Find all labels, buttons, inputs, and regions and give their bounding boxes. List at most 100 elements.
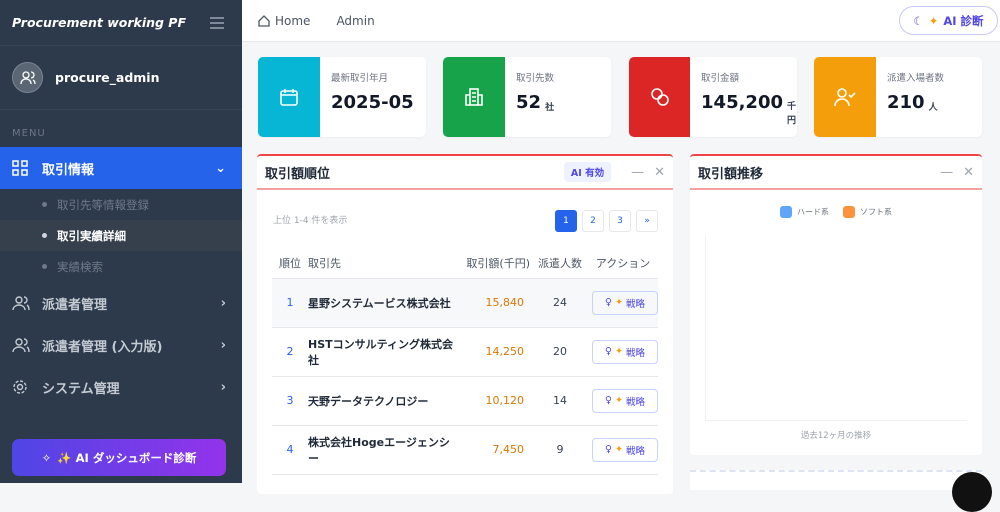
legend-item[interactable]: ハード系	[780, 206, 829, 218]
ai-enabled-badge: AI 有効	[563, 162, 612, 182]
strategy-button[interactable]: ♀ ✦ 戦略	[592, 290, 658, 315]
minimize-icon[interactable]: —	[631, 164, 645, 180]
amount: 14,250	[458, 327, 532, 377]
partner-name: HSTコンサルティング株式会社	[308, 327, 458, 377]
amount: 15,840	[458, 278, 532, 328]
breadcrumb-label: Admin	[336, 13, 375, 28]
stat-value: 2025-05	[331, 92, 414, 113]
subnav-search[interactable]: 実績検索	[0, 251, 242, 282]
floating-action-button[interactable]	[952, 472, 992, 512]
amount: 10,120	[458, 376, 532, 426]
legend-item[interactable]: ソフト系	[843, 206, 892, 218]
column-header: アクション	[588, 248, 658, 279]
action-cell: ♀ ✦ 戦略	[588, 327, 658, 377]
subnav-label: 実績検索	[57, 259, 103, 274]
table-row[interactable]: 2 HSTコンサルティング株式会社 14,250 20 ♀ ✦ 戦略	[272, 327, 658, 377]
breadcrumb-home[interactable]: Home	[258, 14, 310, 28]
people-count: 14	[532, 376, 588, 426]
subnav-partner-register[interactable]: 取引先等情報登録	[0, 189, 242, 220]
nav-label: 派遣者管理	[42, 297, 108, 313]
trend-panel: 取引額推移 — ✕ ハード系 ソフト系 過去12ヶ月の推移	[690, 154, 982, 455]
stat-card-partners: 取引先数 52 社	[443, 57, 611, 137]
strategy-button[interactable]: ♀ ✦ 戦略	[592, 437, 658, 462]
nav-system[interactable]: システム管理 ›	[0, 366, 242, 408]
gear-icon	[13, 380, 27, 394]
building-icon	[465, 88, 483, 106]
table-row[interactable]: 4 株式会社Hogeエージェンシー 7,450 9 ♀ ✦ 戦略	[272, 425, 658, 475]
lightbulb-icon: ♀	[605, 346, 612, 357]
page-2-button[interactable]: 2	[582, 210, 604, 232]
stat-unit: 社	[545, 103, 555, 113]
chart-area	[705, 236, 967, 421]
top-header: Home Admin ☾ ✦ AI 診断	[242, 0, 1000, 42]
stat-unit: 千円	[787, 102, 797, 126]
legend-label: ソフト系	[860, 207, 892, 217]
app-title: Procurement working PF	[12, 15, 187, 30]
subnav-transaction-detail[interactable]: 取引実績詳細	[0, 220, 242, 251]
brain-icon: ☾	[913, 13, 924, 28]
hamburger-icon[interactable]	[210, 16, 224, 29]
partner-name: 天野データテクノロジー	[308, 376, 458, 426]
pagination: 1 2 3 »	[555, 210, 658, 232]
ai-dashboard-button[interactable]: ✧ ✨ AI ダッシュボード診断	[12, 439, 226, 476]
nav-label: 取引情報	[42, 162, 95, 178]
page-3-button[interactable]: 3	[609, 210, 631, 232]
people-count: 24	[532, 278, 588, 328]
user-check-icon	[834, 88, 856, 107]
ai-diagnosis-button[interactable]: ☾ ✦ AI 診断	[899, 6, 998, 35]
home-icon	[258, 14, 270, 27]
nav-dispatch-input[interactable]: 派遣者管理 (入力版) ›	[0, 324, 242, 366]
breadcrumb-admin[interactable]: Admin	[336, 14, 374, 28]
rank: 3	[272, 376, 308, 426]
panel-title: 取引額推移	[698, 166, 764, 182]
strategy-label: 戦略	[625, 298, 645, 310]
users-icon	[19, 70, 36, 84]
sparkle-icon: ✦	[614, 346, 623, 357]
menu-heading: MENU	[12, 128, 46, 139]
column-header: 取引額(千円)	[458, 248, 532, 279]
users-icon	[12, 296, 30, 311]
rank: 2	[272, 327, 308, 377]
partner-name: 星野システムービス株式会社	[308, 278, 458, 328]
stat-label: 取引先数	[516, 73, 555, 84]
user-profile[interactable]: procure_admin	[0, 46, 242, 110]
nav-dispatch[interactable]: 派遣者管理 ›	[0, 282, 242, 324]
close-icon[interactable]: ✕	[963, 164, 974, 180]
action-cell: ♀ ✦ 戦略	[588, 425, 658, 475]
action-cell: ♀ ✦ 戦略	[588, 278, 658, 328]
people-count: 9	[532, 425, 588, 475]
rank: 1	[272, 278, 308, 328]
column-header: 順位	[272, 248, 308, 279]
stat-value: 210	[887, 92, 925, 113]
legend-label: ハード系	[797, 207, 829, 217]
username: procure_admin	[55, 70, 160, 85]
chevron-right-icon: ›	[220, 379, 226, 395]
strategy-button[interactable]: ♀ ✦ 戦略	[592, 388, 658, 413]
nav-label: 派遣者管理 (入力版)	[42, 339, 163, 355]
minimize-icon[interactable]: —	[940, 164, 954, 180]
nav-label: システム管理	[42, 381, 120, 397]
stat-label: 最新取引年月	[331, 73, 389, 84]
table-row[interactable]: 1 星野システムービス株式会社 15,840 24 ♀ ✦ 戦略	[272, 278, 658, 328]
stat-card-dispatch: 派遣入場者数 210 人	[814, 57, 982, 137]
sparkle-icon: ✦	[614, 395, 623, 406]
panel-title: 取引額順位	[265, 166, 331, 182]
next-page-button[interactable]: »	[636, 210, 658, 232]
stat-value: 145,200	[701, 92, 783, 113]
results-count: 上位 1-4 件を表示	[273, 216, 348, 226]
sparkle-icon: ✧	[41, 450, 52, 465]
stat-label: 派遣入場者数	[887, 73, 945, 84]
action-cell: ♀ ✦ 戦略	[588, 376, 658, 426]
page-1-button[interactable]: 1	[555, 210, 577, 232]
table-row[interactable]: 3 天野データテクノロジー 10,120 14 ♀ ✦ 戦略	[272, 376, 658, 426]
sparkle-icon: ✦	[614, 444, 623, 455]
amount: 7,450	[458, 425, 532, 475]
ai-dashboard-label: ✨ AI ダッシュボード診断	[57, 450, 197, 465]
strategy-label: 戦略	[625, 445, 645, 457]
chevron-right-icon: ›	[220, 295, 226, 311]
rank: 4	[272, 425, 308, 475]
close-icon[interactable]: ✕	[654, 164, 665, 180]
strategy-label: 戦略	[625, 396, 645, 408]
nav-transactions[interactable]: 取引情報 ⌄	[0, 147, 242, 189]
strategy-button[interactable]: ♀ ✦ 戦略	[592, 339, 658, 364]
